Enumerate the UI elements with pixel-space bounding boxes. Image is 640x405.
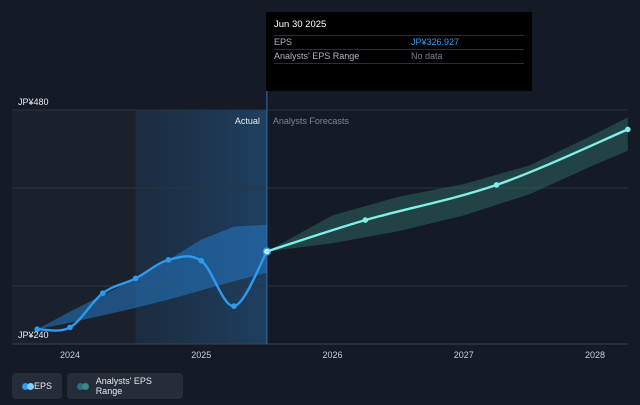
tooltip-range-label: Analysts' EPS Range — [274, 51, 360, 61]
eps-lines — [34, 126, 631, 333]
eps-actual-point — [198, 257, 205, 264]
range-bands — [37, 117, 628, 330]
eps-actual-point — [132, 275, 139, 282]
eps-actual-point — [231, 303, 237, 309]
tooltip-date: Jun 30 2025 — [274, 19, 327, 30]
eps-forecast-point — [493, 182, 500, 188]
x-tick-label: 2024 — [60, 350, 80, 360]
actual-eps-range-band — [37, 224, 267, 330]
tooltip-eps-value: JP¥326.927 — [411, 37, 460, 47]
eps-forecast-point — [625, 126, 631, 133]
tooltip-row-eps: EPS JP¥326.927 — [274, 35, 524, 49]
forecast-eps-range-band — [266, 117, 628, 252]
eps-forecast-line — [265, 128, 629, 253]
tooltip-eps-label: EPS — [274, 37, 293, 47]
eps-forecast-point — [362, 217, 369, 223]
forecast-region-label: Analysts Forecasts — [273, 116, 350, 126]
x-tick-label: 2027 — [454, 350, 474, 360]
y-tick-label: JP¥480 — [18, 97, 49, 107]
hover-tooltip: Jun 30 2025 EPS JP¥326.927 Analysts' EPS… — [266, 12, 532, 91]
x-tick-label: 2025 — [191, 350, 211, 360]
y-tick-label: JP¥240 — [18, 330, 49, 340]
axis-labels: JP¥480 JP¥240 2024 2025 2026 2027 2028 Actual An… — [18, 97, 605, 360]
x-tick-label: 2026 — [322, 350, 342, 360]
eps-legend-icon — [22, 382, 34, 390]
actual-region-label: Actual — [235, 116, 260, 126]
x-tick-label: 2028 — [585, 350, 605, 360]
eps-actual-point — [34, 326, 40, 333]
legend-range-button[interactable]: Analysts' EPS Range — [67, 373, 183, 399]
tooltip-range-value: No data — [411, 51, 443, 61]
range-legend-icon — [77, 382, 90, 390]
eps-actual-point — [165, 257, 172, 263]
eps-actual-point — [100, 290, 106, 296]
legend-range-label: Analysts' EPS Range — [95, 376, 152, 396]
eps-actual-point — [67, 324, 73, 331]
legend-eps-label: EPS — [33, 381, 52, 391]
legend-eps-button[interactable]: EPS — [12, 373, 62, 399]
tooltip-row-range: Analysts' EPS Range No data — [274, 49, 524, 64]
